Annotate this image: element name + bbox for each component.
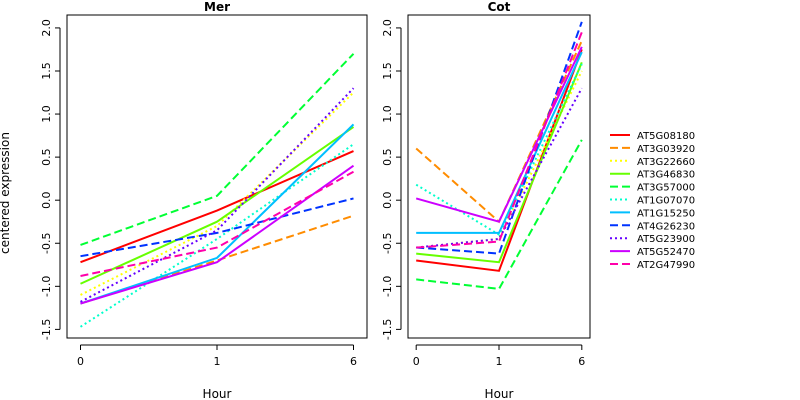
panel-cot: Cot -1.5 -1.0 -0.5 0.0 0.5 1.0 1.5 2.0 0 1 6 Hour — [381, 0, 591, 400]
legend-item: AT5G08180 — [610, 131, 695, 142]
series-line-at4g26230 — [80, 197, 354, 258]
series-line-at5g52470 — [80, 164, 355, 305]
legend-label: AT2G47990 — [637, 260, 695, 271]
y-tick-label: 1.0 — [381, 105, 394, 123]
y-tick-label: 2.0 — [381, 19, 394, 36]
legend-item: AT4G26230 — [610, 221, 695, 232]
legend-label: AT4G26230 — [637, 221, 695, 232]
x-tick-label: 1 — [496, 355, 503, 368]
series-line-at5g08180 — [80, 150, 354, 264]
series-line-at3g57000 — [416, 139, 583, 290]
y-tick-label: 1.0 — [40, 105, 53, 123]
y-tick-label: -1.5 — [381, 319, 394, 340]
y-tick-label: -1.0 — [381, 276, 394, 297]
plot-frame — [66, 14, 368, 339]
series-lines — [415, 21, 583, 290]
legend-label: AT1G07070 — [637, 196, 695, 207]
series-line-at5g23900 — [416, 87, 583, 249]
x-axis-title: Hour — [203, 387, 232, 400]
y-tick-label: 0.0 — [40, 191, 53, 209]
legend-item: AT3G57000 — [610, 183, 695, 194]
series-line-at3g22660 — [80, 91, 355, 296]
y-tick-label: 2.0 — [40, 19, 53, 36]
series-lines — [79, 53, 355, 328]
series-line-at1g15250 — [80, 123, 355, 305]
panel-title: Mer — [204, 0, 230, 14]
legend-label: AT5G52470 — [637, 247, 695, 258]
legend-label: AT3G03920 — [637, 144, 695, 155]
legend-item: AT3G22660 — [610, 157, 695, 168]
x-tick-label: 6 — [578, 355, 585, 368]
y-tick-label: -1.0 — [40, 276, 53, 297]
panels: Mer-1.5-1.0-0.50.00.51.01.52.00 1 6HourCot… — [40, 0, 591, 400]
x-axis-title: Hour — [485, 387, 514, 400]
y-tick-label: -0.5 — [40, 233, 53, 254]
y-tick-label: -0.5 — [381, 233, 394, 254]
series-line-at3g46830 — [416, 61, 583, 264]
x-axis: 0 1 6 — [413, 344, 585, 368]
legend-item: AT5G23900 — [610, 234, 695, 245]
y-axis: -1.5 -1.0 -0.5 0.0 0.5 1.0 1.5 2.0 — [40, 19, 61, 340]
y-tick-label: -1.5 — [40, 319, 53, 340]
plot-frame — [407, 14, 591, 339]
panel-title: Cot — [488, 0, 511, 14]
series-line-at4g26230 — [416, 21, 583, 255]
legend-label: AT3G22660 — [637, 157, 695, 168]
legend-item: AT1G15250 — [610, 208, 695, 219]
series-line-at1g07070 — [79, 143, 355, 328]
legend-label: AT5G23900 — [637, 234, 695, 245]
series-line-at3g03920 — [415, 40, 583, 224]
legend: AT5G08180 AT3G03920 AT3G22660 AT3G46830 AT3G… — [610, 131, 695, 271]
series-line-at5g23900 — [80, 87, 355, 303]
legend-item: AT1G07070 — [610, 196, 695, 207]
x-tick-label: 1 — [214, 355, 221, 368]
x-tick-label: 6 — [350, 355, 357, 368]
y-tick-label: 0.5 — [40, 148, 53, 166]
legend-item: AT3G03920 — [610, 144, 695, 155]
y-tick-label: 0.5 — [381, 148, 394, 166]
x-tick-label: 0 — [413, 355, 420, 368]
y-tick-label: 0.0 — [381, 191, 394, 209]
series-line-at2g47990 — [80, 170, 354, 277]
y-tick-label: 1.5 — [40, 62, 53, 80]
legend-label: AT3G57000 — [637, 183, 695, 194]
legend-label: AT5G08180 — [637, 131, 695, 142]
series-line-at5g08180 — [416, 49, 583, 272]
series-line-at3g57000 — [80, 53, 355, 246]
series-line-at3g46830 — [80, 126, 355, 285]
series-line-at2g47990 — [416, 31, 583, 249]
x-tick-label: 0 — [77, 355, 84, 368]
y-axis: -1.5 -1.0 -0.5 0.0 0.5 1.0 1.5 2.0 — [381, 19, 402, 340]
panel-mer: Mer -1.5 -1.0 -0.5 0.0 0.5 1.0 1.5 2.0 0 1 6 Hour — [40, 0, 368, 400]
legend-label: AT1G15250 — [637, 208, 695, 219]
legend-label: AT3G46830 — [637, 170, 695, 181]
x-axis: 0 1 6 — [77, 344, 357, 368]
legend-item: AT2G47990 — [610, 260, 695, 271]
y-tick-label: 1.5 — [381, 62, 394, 80]
legend-item: AT3G46830 — [610, 170, 695, 181]
series-line-at1g07070 — [415, 63, 583, 237]
series-line-at1g15250 — [416, 51, 583, 234]
y-axis-title: centered expression — [0, 132, 12, 254]
legend-item: AT5G52470 — [610, 247, 695, 258]
series-line-at5g52470 — [415, 46, 583, 223]
